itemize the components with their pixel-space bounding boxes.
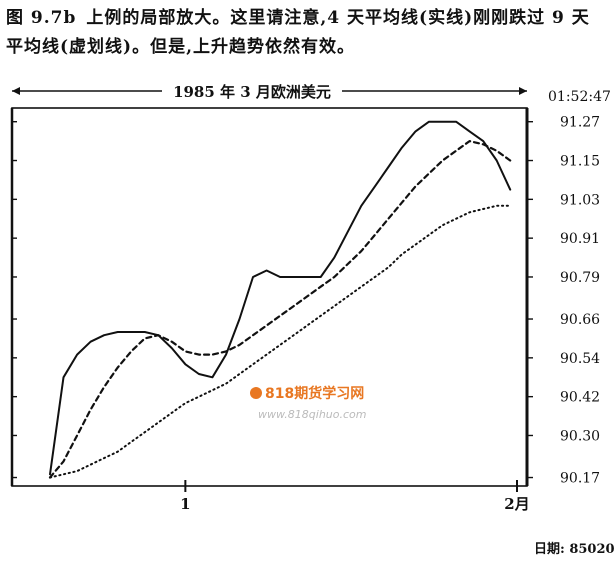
- y-tick-label: 91.27: [560, 115, 600, 131]
- left-ticks: [12, 121, 17, 479]
- title-background: [162, 80, 342, 102]
- watermark-url: www.818qihuo.com: [258, 408, 367, 421]
- x-tick-label: 1: [180, 495, 190, 513]
- watermark-title: 818期货学习网: [265, 386, 365, 402]
- figure-caption: 图 9.7b 上例的局部放大。这里请注意,4 天平均线(实线)刚刚跌过 9 天平均…: [6, 4, 606, 62]
- series-lines: [48, 120, 512, 479]
- plot-frame: [11, 107, 528, 487]
- title-bar-left-arrow: [12, 87, 20, 95]
- right-ticks: [527, 121, 533, 479]
- y-tick-label: 90.66: [560, 312, 600, 328]
- y-tick-label: 90.30: [560, 428, 600, 444]
- date-label: 日期: 850201: [534, 542, 615, 557]
- y-tick-label: 90.79: [560, 270, 600, 286]
- time-label: 01:52:47: [548, 89, 611, 105]
- y-tick-label: 90.42: [560, 390, 600, 406]
- x-ticks: 1 2月: [180, 480, 530, 513]
- y-tick-labels: 91.27 91.15 91.03 90.91 90.79 90.66 90.54 90.42…: [560, 115, 600, 487]
- series-line-solid: [49, 120, 512, 476]
- watermark: 818期货学习网 www.818qihuo.com: [250, 383, 366, 422]
- y-tick-label: 91.03: [560, 192, 600, 208]
- y-tick-label: 90.17: [560, 471, 600, 487]
- chart-title: 1985 年 3 月欧洲美元: [173, 83, 331, 101]
- y-tick-label: 90.91: [560, 231, 600, 247]
- watermark-logo-icon: [250, 387, 262, 399]
- y-tick-label: 91.15: [560, 154, 600, 170]
- y-tick-label: 90.54: [560, 351, 600, 367]
- x-tick-label: 2月: [504, 495, 529, 513]
- caption-text: 上例的局部放大。这里请注意,4 天平均线(实线)刚刚跌过 9 天平均线(虚划线)…: [6, 8, 590, 57]
- title-bar-right-arrow: [519, 87, 527, 95]
- series-line-dotted: [49, 204, 512, 479]
- series-line-dashed: [48, 140, 512, 479]
- figure-number: 图 9.7b: [6, 8, 77, 28]
